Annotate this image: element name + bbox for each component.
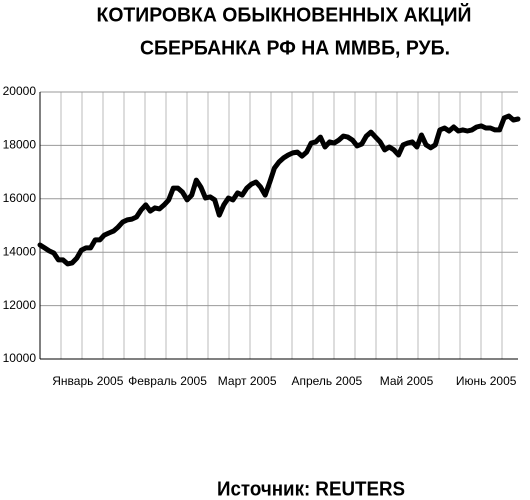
x-tick-label: Март 2005 bbox=[218, 374, 277, 388]
y-tick-label: 20000 bbox=[3, 84, 37, 98]
y-tick-label: 16000 bbox=[3, 191, 37, 205]
y-tick-label: 14000 bbox=[3, 244, 37, 258]
x-tick-label: Январь 2005 bbox=[52, 374, 123, 388]
y-tick-label: 10000 bbox=[3, 351, 37, 365]
x-tick-label: Май 2005 bbox=[380, 374, 434, 388]
y-tick-label: 12000 bbox=[3, 298, 37, 312]
x-tick-label: Июнь 2005 bbox=[456, 374, 517, 388]
y-tick-label: 18000 bbox=[3, 138, 37, 152]
price-line bbox=[37, 113, 521, 267]
source: Источник: REUTERS bbox=[217, 478, 405, 500]
chart-title: КОТИРОВКА ОБЫКНОВЕННЫХ АКЦИЙ bbox=[97, 2, 472, 26]
x-tick-label: Апрель 2005 bbox=[291, 374, 362, 388]
chart-title: СБЕРБАНКА РФ НА ММВБ, РУБ. bbox=[140, 37, 450, 59]
x-tick-label: Февраль 2005 bbox=[128, 374, 207, 388]
